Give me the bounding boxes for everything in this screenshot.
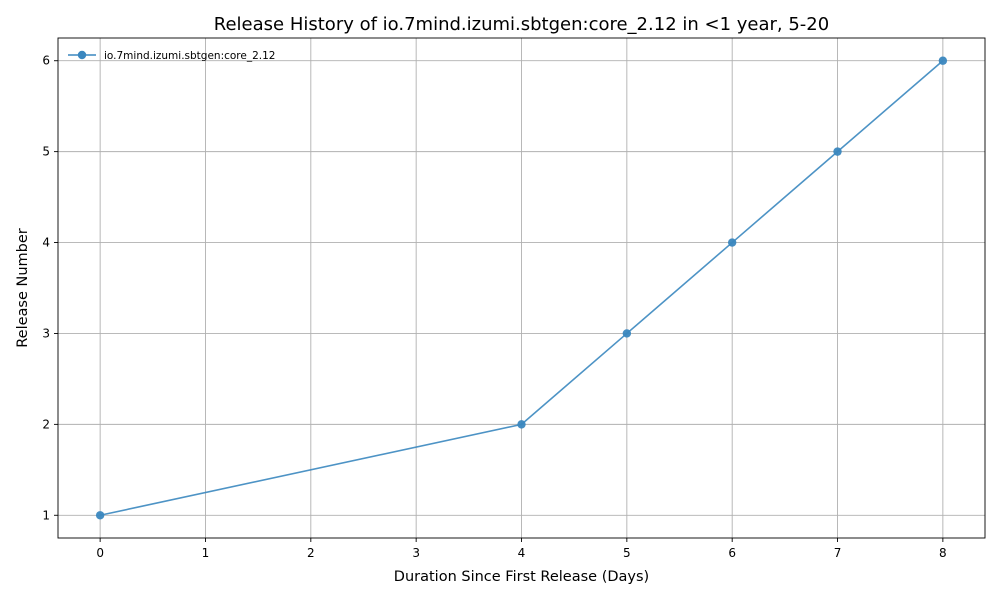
data-point: [95, 511, 105, 520]
x-tick-label: 1: [202, 546, 210, 560]
legend-marker: [77, 50, 87, 60]
y-tick-label: 3: [42, 326, 50, 340]
legend: io.7mind.izumi.sbtgen:core_2.12: [68, 50, 276, 62]
data-point: [727, 238, 737, 247]
x-tick-label: 7: [834, 546, 842, 560]
y-tick-label: 1: [42, 508, 50, 522]
x-tick-label: 0: [96, 546, 104, 560]
chart-title: Release History of io.7mind.izumi.sbtgen…: [214, 14, 829, 35]
y-axis-label: Release Number: [15, 228, 31, 348]
y-tick-label: 6: [42, 54, 50, 68]
x-axis-label: Duration Since First Release (Days): [394, 569, 649, 585]
x-tick-label: 3: [412, 546, 420, 560]
data-point: [938, 56, 948, 65]
x-tick-label: 5: [623, 546, 631, 560]
x-tick-label: 2: [307, 546, 315, 560]
x-tick-label: 8: [939, 546, 947, 560]
axis-ticks: 0 1 2 3 4 5 6 7 8 1 2 3 4 5 6: [42, 54, 946, 560]
y-tick-label: 5: [42, 145, 50, 159]
series-line: [99, 60, 944, 517]
data-point: [517, 420, 526, 429]
data-point: [622, 329, 632, 338]
series-layer: [95, 56, 948, 520]
data-point: [833, 147, 842, 156]
y-tick-label: 4: [42, 236, 50, 250]
x-tick-label: 4: [518, 546, 526, 560]
legend-label: io.7mind.izumi.sbtgen:core_2.12: [104, 50, 276, 62]
x-tick-label: 6: [728, 546, 736, 560]
grid: [58, 38, 985, 538]
y-tick-label: 2: [42, 417, 50, 431]
